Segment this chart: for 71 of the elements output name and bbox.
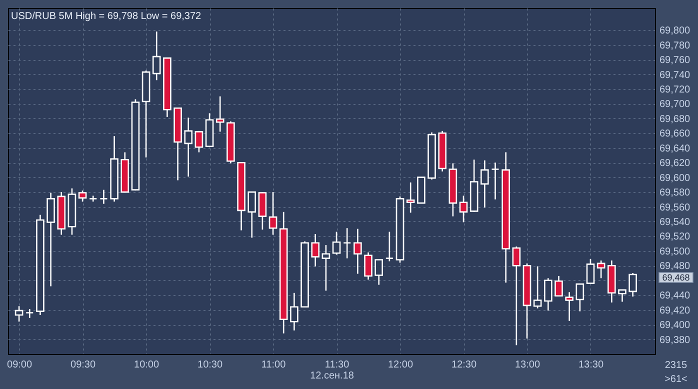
y-tick-label: 69,800 (660, 26, 691, 37)
candlestick (596, 260, 606, 279)
candlestick (322, 244, 330, 292)
candlestick (258, 191, 267, 230)
candlestick (374, 259, 383, 286)
y-tick-label: 69,640 (660, 143, 691, 154)
x-tick-label: 11:30 (324, 360, 350, 370)
x-tick-label: 13:00 (514, 360, 540, 370)
y-tick-label: 69,660 (660, 128, 691, 140)
y-tick-label: 69,380 (660, 334, 691, 346)
y-tick-label: 69,620 (660, 158, 691, 170)
x-tick-label: 10:00 (134, 360, 160, 370)
x-tick-label: 09:30 (70, 360, 96, 370)
x-tick-label: 13:30 (578, 360, 604, 370)
candlestick (184, 117, 193, 178)
candlestick (290, 292, 298, 332)
y-tick-label: 69,520 (660, 232, 691, 243)
candlestick (216, 96, 224, 132)
candlestick (618, 289, 626, 302)
y-tick-label: 69,560 (660, 202, 691, 214)
candlestick (576, 283, 584, 312)
candlestick (14, 306, 24, 322)
candlestick (480, 160, 489, 208)
x-axis-title: 12.сен.18 (310, 370, 354, 382)
candlestick (100, 189, 108, 204)
candlestick (406, 182, 415, 214)
candlestick (332, 231, 341, 256)
candlestick (354, 228, 362, 274)
y-tick-label: 69,420 (660, 305, 691, 316)
y-tick-label: 69,680 (660, 114, 691, 125)
y-tick-label: 69,740 (660, 70, 691, 81)
x-tick-label: 12:00 (388, 360, 414, 370)
candlestick (554, 275, 563, 296)
candlestick (364, 252, 372, 280)
candlestick (152, 30, 161, 81)
chart-title: USD/RUB 5M High = 69,798 Low = 69,372 (11, 11, 202, 22)
y-tick-label: 69,400 (660, 320, 691, 332)
candlestick (78, 190, 87, 202)
candlestick (46, 192, 55, 287)
candlestick (25, 308, 34, 319)
text: 69,468 (662, 272, 690, 282)
candlestick (194, 130, 204, 153)
candlestick (586, 258, 595, 284)
candlestick (385, 231, 394, 262)
candlestick (311, 233, 320, 268)
y-tick-label: 69,780 (660, 40, 691, 52)
candlestick (459, 195, 468, 223)
y-tick-label: 69,700 (660, 99, 691, 110)
y-tick-label: 69,500 (660, 246, 691, 258)
candlestick (268, 191, 278, 236)
x-tick-label: 12:30 (451, 360, 477, 370)
candlestick (628, 272, 637, 298)
x-tick-label: 10:30 (198, 360, 223, 370)
candlestick (342, 227, 352, 259)
x-tick-label: 09:00 (7, 360, 32, 370)
y-tick-label: 69,480 (660, 261, 691, 272)
text: 2315 (664, 360, 688, 371)
candlestick (565, 292, 574, 322)
y-tick-label: 69,580 (660, 188, 691, 199)
candlestick (248, 191, 256, 238)
text: >61< (664, 374, 688, 385)
candlestick (512, 246, 521, 346)
y-tick-label: 69,440 (660, 290, 691, 302)
x-tick-label: 11:00 (261, 360, 286, 370)
y-tick-label: 69,600 (660, 172, 691, 184)
candlestick (544, 278, 552, 312)
y-tick-label: 69,760 (660, 55, 691, 66)
candlestick (533, 266, 542, 310)
candlestick (491, 162, 500, 200)
y-tick-label: 69,720 (660, 84, 691, 96)
y-tick-label: 69,540 (660, 216, 691, 228)
